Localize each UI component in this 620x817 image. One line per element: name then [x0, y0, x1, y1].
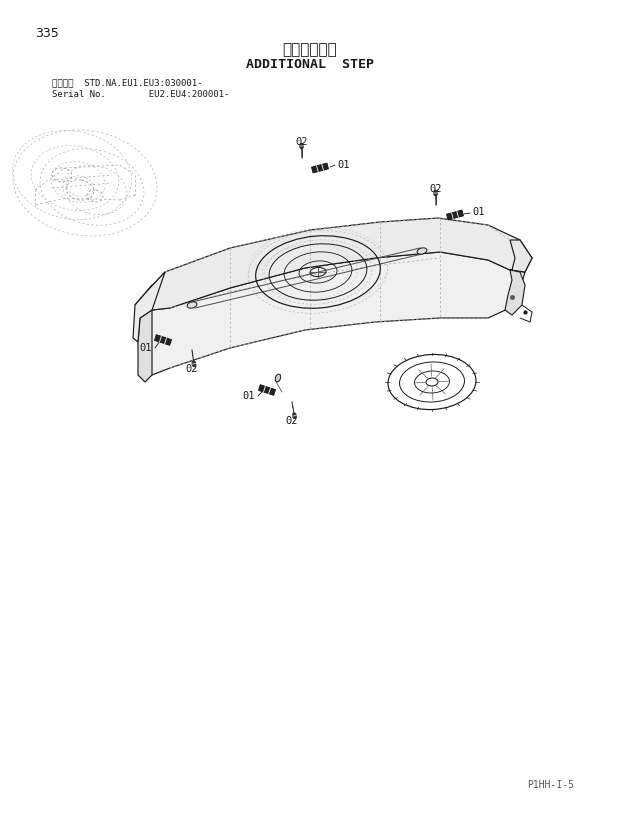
Polygon shape	[138, 310, 152, 382]
Text: 01: 01	[337, 160, 350, 170]
Polygon shape	[446, 210, 464, 220]
Text: 335: 335	[35, 27, 59, 40]
Polygon shape	[133, 272, 165, 342]
Polygon shape	[510, 240, 532, 272]
Text: 01: 01	[140, 343, 152, 353]
Text: P1HH-I-5: P1HH-I-5	[527, 780, 574, 790]
Ellipse shape	[192, 361, 196, 367]
Polygon shape	[259, 385, 275, 395]
Polygon shape	[148, 218, 532, 310]
Polygon shape	[311, 163, 329, 173]
Polygon shape	[140, 252, 525, 375]
Ellipse shape	[293, 413, 296, 419]
Polygon shape	[154, 335, 172, 346]
Text: 追加ステップ: 追加ステップ	[283, 42, 337, 57]
Text: 01: 01	[472, 207, 484, 217]
Text: Serial No.        EU2.EU4:200001-: Serial No. EU2.EU4:200001-	[52, 90, 229, 99]
Text: 02: 02	[296, 137, 308, 147]
Text: 02: 02	[186, 364, 198, 374]
Ellipse shape	[299, 143, 304, 149]
Ellipse shape	[275, 374, 281, 382]
Ellipse shape	[417, 248, 427, 254]
Text: ADDITIONAL  STEP: ADDITIONAL STEP	[246, 58, 374, 71]
Ellipse shape	[187, 301, 197, 308]
Text: 02: 02	[430, 184, 442, 194]
Polygon shape	[505, 270, 525, 315]
Text: 適用号機  STD.NA.EU1.EU3:030001-: 適用号機 STD.NA.EU1.EU3:030001-	[52, 78, 203, 87]
Polygon shape	[135, 275, 220, 308]
Text: 01: 01	[242, 391, 255, 401]
Text: 02: 02	[286, 416, 298, 426]
Ellipse shape	[433, 190, 438, 196]
